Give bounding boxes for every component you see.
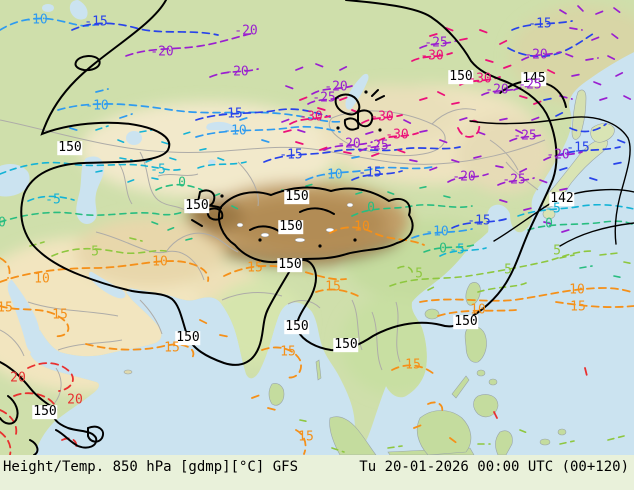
isotherm-10-15C [0,226,634,455]
isotherm-minus20-25C [125,5,633,233]
terrain-shading [0,5,634,395]
isotherm-minus30C [283,27,557,157]
isotherm-minus15C [71,20,629,229]
weather-map [0,0,634,455]
height-contours [0,0,634,455]
chart-caption-bar: Height/Temp. 850 hPa [gdmp][°C] GFS Tu 2… [0,455,634,490]
chart-title: Height/Temp. 850 hPa [gdmp][°C] GFS [3,459,299,475]
map-area: 150 150 150 150 150 150 150 150 150 150 150 145 142-… [0,0,634,455]
plateau-snowfields [236,202,354,243]
chart-valid-time: Tu 20-01-2026 00:00 UTC (00+120) [359,459,629,475]
isotherm-5C [29,237,634,453]
islands [123,89,615,455]
isotherm-minus5C [0,125,634,257]
lakes-and-seas [0,0,369,353]
isotherm-0C [0,183,634,279]
